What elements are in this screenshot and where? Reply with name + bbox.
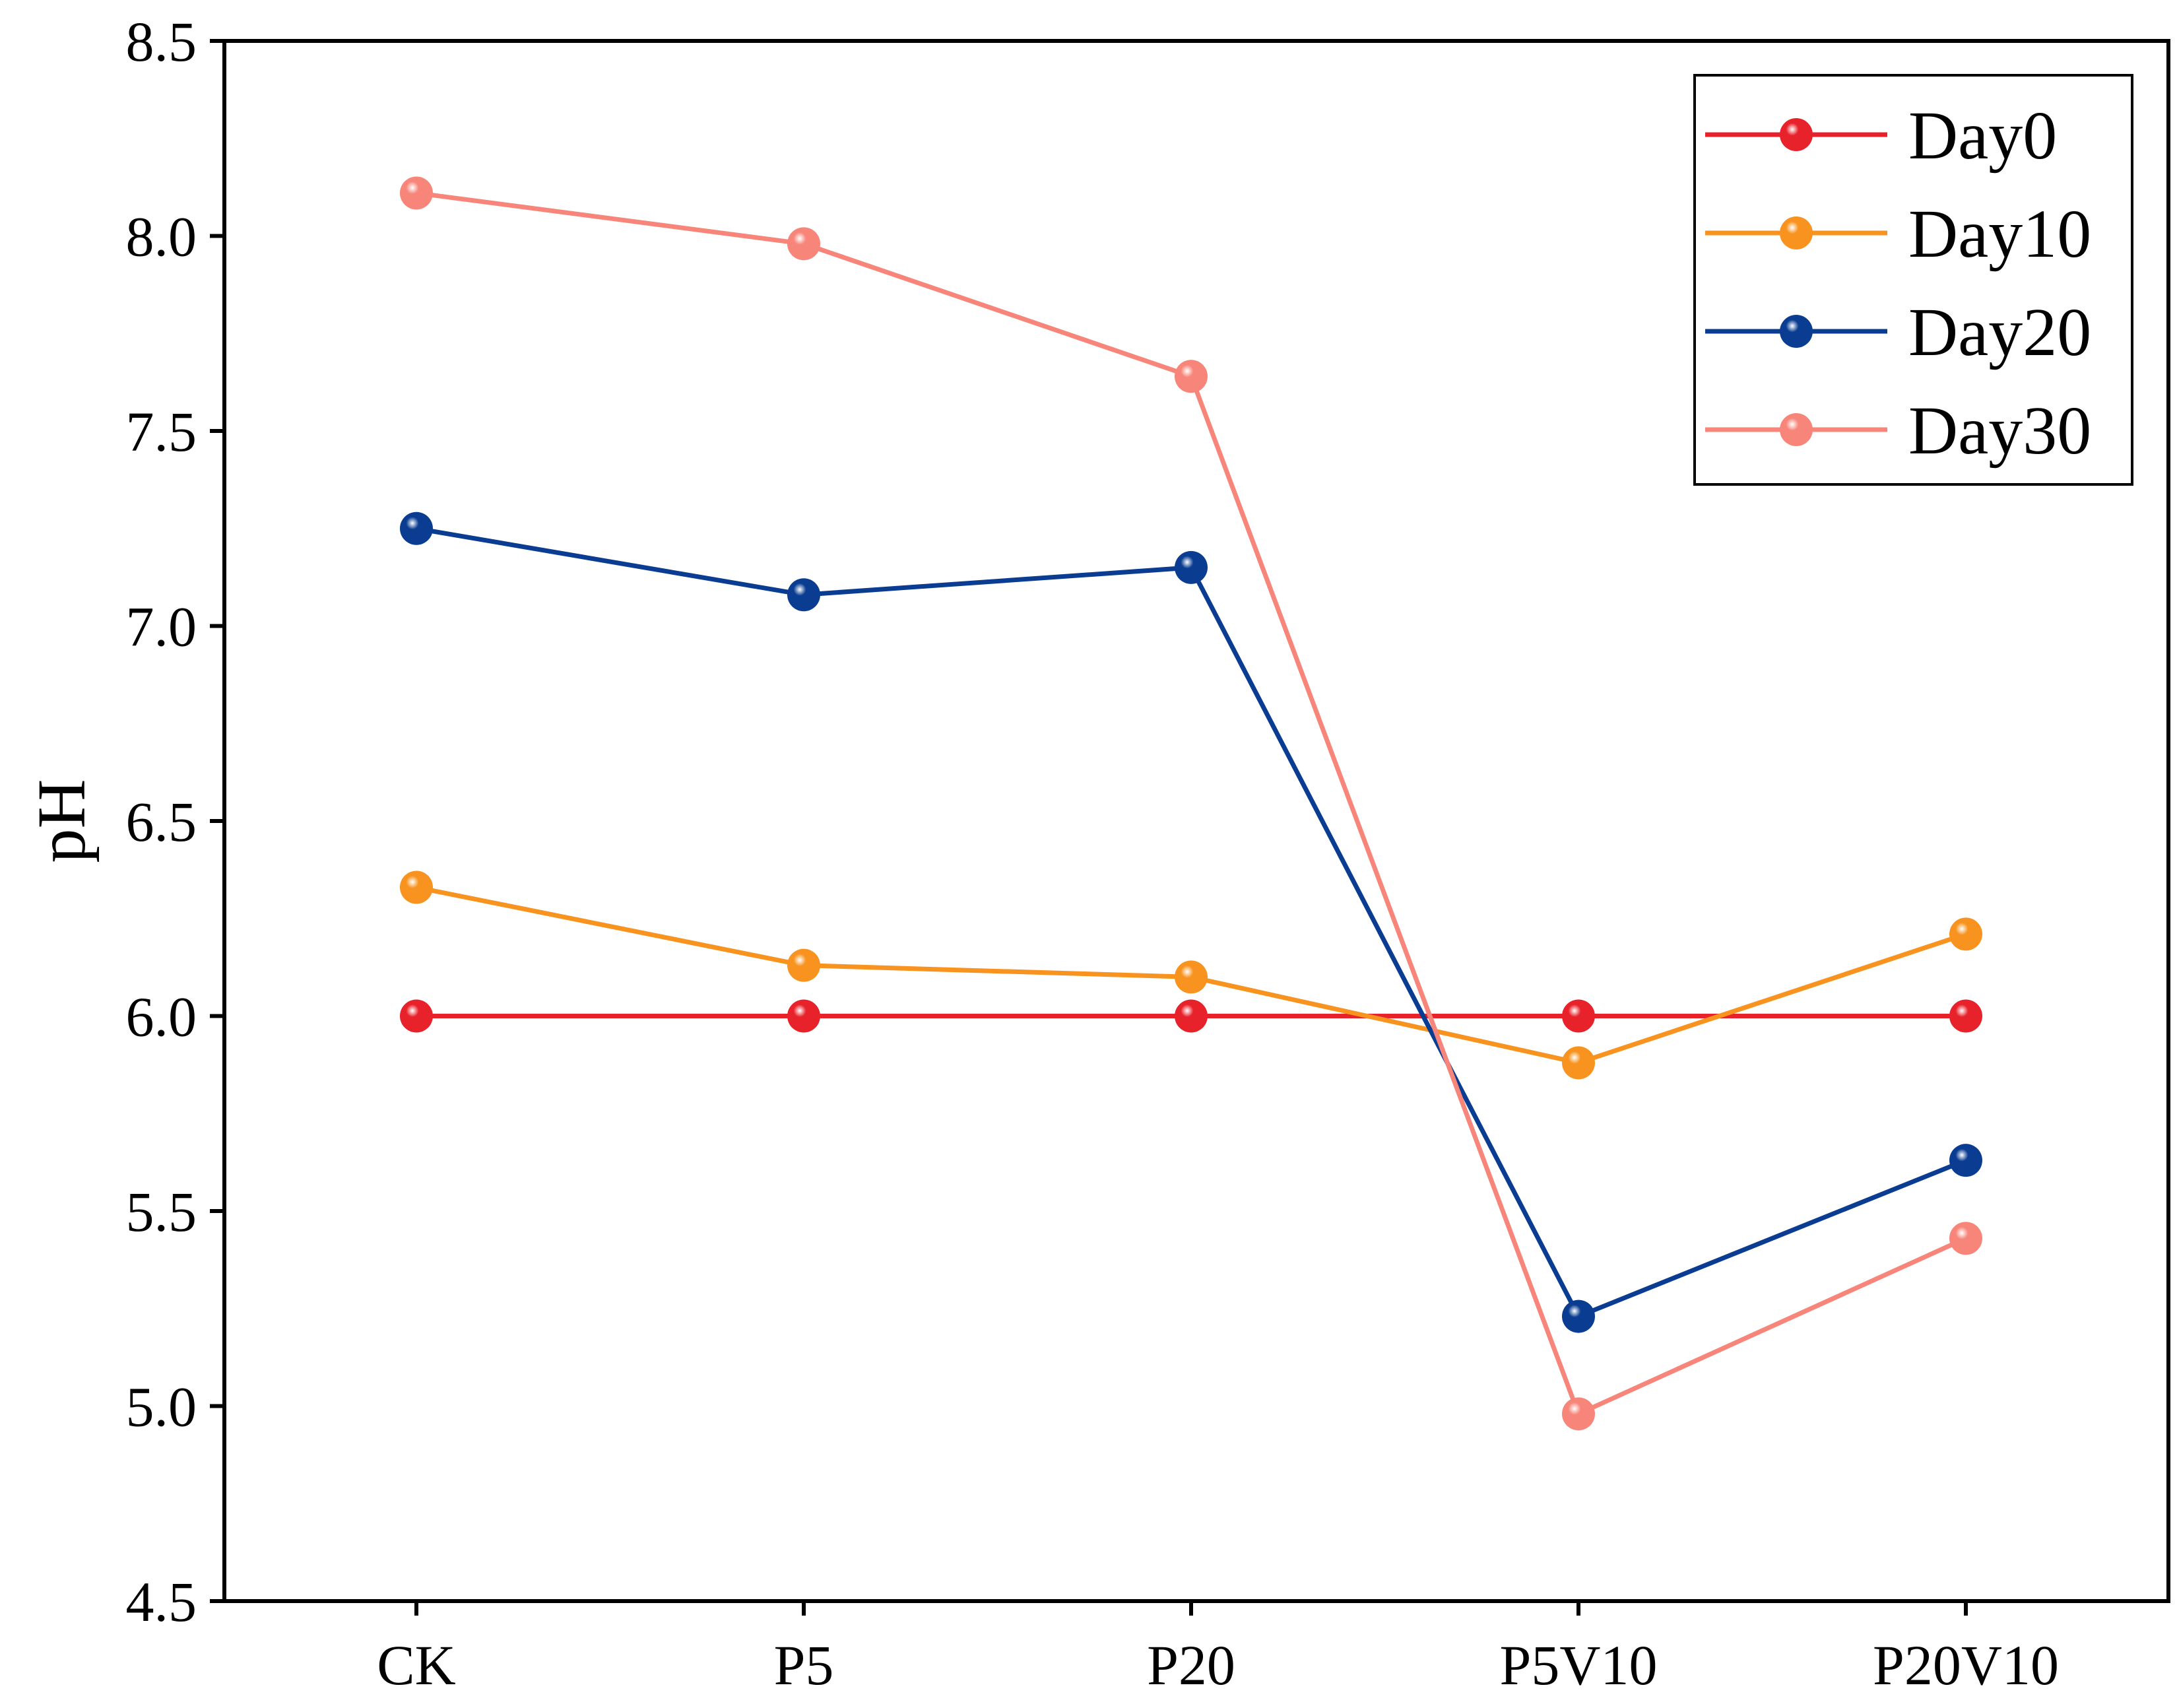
data-point-day0-p5 bbox=[787, 999, 820, 1033]
y-tick-label: 6.0 bbox=[126, 985, 197, 1049]
data-point-day0-p20 bbox=[1175, 999, 1208, 1033]
data-point-day10-p20v10 bbox=[1949, 917, 1982, 951]
data-point-day20-p5 bbox=[787, 578, 820, 612]
legend-swatch-marker-day20 bbox=[1780, 315, 1813, 348]
x-tick-label: P20 bbox=[1147, 1633, 1235, 1697]
data-point-day0-p5v10 bbox=[1562, 999, 1595, 1033]
y-axis: 4.5 5.0 5.5 6.0 6.5 7.0 7.5 8.0 8.5 bbox=[126, 10, 224, 1633]
x-tick-label: P5V10 bbox=[1500, 1633, 1658, 1697]
legend-label-day30: Day30 bbox=[1908, 393, 2091, 469]
y-tick-label: 4.5 bbox=[126, 1570, 197, 1633]
legend-swatch-marker-day30 bbox=[1780, 413, 1813, 446]
data-point-day20-p20 bbox=[1175, 550, 1208, 584]
data-point-day30-ck bbox=[400, 176, 433, 210]
x-tick-label: CK bbox=[377, 1633, 455, 1697]
x-tick-label: P5 bbox=[774, 1633, 834, 1697]
x-tick-label: P20V10 bbox=[1873, 1633, 2059, 1697]
data-point-day20-p5v10 bbox=[1562, 1299, 1595, 1333]
data-point-day10-p20 bbox=[1175, 960, 1208, 994]
data-point-day0-ck bbox=[400, 999, 433, 1033]
y-tick-label: 5.5 bbox=[126, 1180, 197, 1243]
y-tick-label: 5.0 bbox=[126, 1375, 197, 1439]
legend-swatch-marker-day10 bbox=[1780, 216, 1813, 249]
x-axis: CK P5 P20 P5V10 P20V10 bbox=[377, 1601, 2059, 1697]
legend-swatch-marker-day0 bbox=[1780, 118, 1813, 151]
y-tick-label: 6.5 bbox=[126, 790, 197, 853]
data-point-day0-p20v10 bbox=[1949, 999, 1982, 1033]
y-axis-title: pH bbox=[24, 779, 100, 863]
data-point-day20-ck bbox=[400, 511, 433, 545]
data-point-day10-p5v10 bbox=[1562, 1046, 1595, 1080]
data-point-day30-p20 bbox=[1175, 360, 1208, 393]
legend-label-day20: Day20 bbox=[1908, 294, 2091, 370]
y-tick-label: 7.0 bbox=[126, 595, 197, 659]
y-tick-label: 8.0 bbox=[126, 205, 197, 269]
y-tick-label: 8.5 bbox=[126, 10, 197, 73]
legend-label-day0: Day0 bbox=[1908, 98, 2057, 174]
legend: Day0 Day10 Day20 Day30 bbox=[1693, 74, 2133, 486]
data-point-day20-p20v10 bbox=[1949, 1144, 1982, 1177]
series-line-day20 bbox=[416, 526, 1967, 1319]
data-point-day30-p20v10 bbox=[1949, 1222, 1982, 1255]
y-tick-label: 7.5 bbox=[126, 400, 197, 463]
data-point-day10-ck bbox=[400, 870, 433, 904]
series-markers bbox=[400, 176, 1982, 1431]
legend-label-day10: Day10 bbox=[1908, 196, 2091, 272]
data-point-day30-p5v10 bbox=[1562, 1397, 1595, 1431]
legend-box bbox=[1693, 74, 2133, 486]
data-point-day10-p5 bbox=[787, 948, 820, 982]
data-point-day30-p5 bbox=[787, 227, 820, 261]
